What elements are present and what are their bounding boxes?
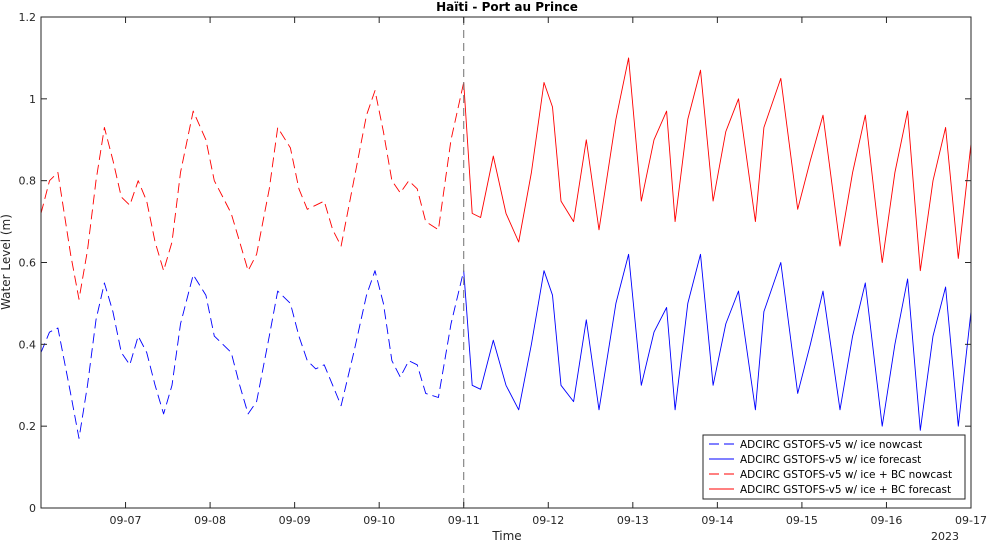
y-tick-label: 0 xyxy=(29,502,36,515)
year-label: 2023 xyxy=(931,530,959,542)
chart-title: Haïti - Port au Prince xyxy=(436,0,578,14)
legend-box xyxy=(702,434,966,500)
x-tick-label: 09-11 xyxy=(448,514,480,527)
series-line-adcirc-gstofs-v5-w-ice-forecast xyxy=(463,253,972,431)
y-axis-label: Water Level (m) xyxy=(0,214,13,310)
x-tick-label: 09-07 xyxy=(110,514,142,527)
y-axis: 0 0.2 0.4 0.6 0.8 1 1.2 xyxy=(19,11,971,515)
series-line-adcirc-gstofs-v5-w-ice-bc-forecast xyxy=(463,57,972,272)
legend-label: ADCIRC GSTOFS-v5 w/ ice forecast xyxy=(740,454,921,466)
x-tick-label: 09-13 xyxy=(617,514,649,527)
y-tick-label: 1.2 xyxy=(19,11,37,24)
x-tick-label: 09-09 xyxy=(279,514,311,527)
x-tick-label: 09-17 xyxy=(955,514,987,527)
legend-label: ADCIRC GSTOFS-v5 w/ ice + BC forecast xyxy=(740,484,951,496)
x-tick-label: 09-14 xyxy=(701,514,733,527)
x-tick-label: 09-15 xyxy=(786,514,818,527)
y-tick-label: 0.4 xyxy=(19,338,37,351)
legend-label: ADCIRC GSTOFS-v5 w/ ice nowcast xyxy=(740,439,922,451)
series-line-adcirc-gstofs-v5-w-ice-nowcast xyxy=(40,270,465,439)
x-tick-label: 09-16 xyxy=(870,514,902,527)
x-axis-label: Time xyxy=(491,529,521,542)
y-tick-label: 0.6 xyxy=(19,257,37,270)
y-tick-label: 0.2 xyxy=(19,420,37,433)
plot-area xyxy=(41,17,971,508)
x-tick-label: 09-12 xyxy=(532,514,564,527)
legend-label: ADCIRC GSTOFS-v5 w/ ice + BC nowcast xyxy=(740,469,952,481)
y-tick-label: 0.8 xyxy=(19,175,37,188)
x-tick-label: 09-08 xyxy=(194,514,226,527)
x-tick-label: 09-10 xyxy=(363,514,395,527)
legend: ADCIRC GSTOFS-v5 w/ ice nowcast ADCIRC GS… xyxy=(702,434,966,500)
series-line-adcirc-gstofs-v5-w-ice-bc-nowcast xyxy=(40,82,465,300)
series-layer xyxy=(40,57,972,439)
y-tick-label: 1 xyxy=(29,93,36,106)
x-axis: 09-07 09-08 09-09 09-10 09-11 09-12 09-13 09-14… xyxy=(110,17,987,527)
